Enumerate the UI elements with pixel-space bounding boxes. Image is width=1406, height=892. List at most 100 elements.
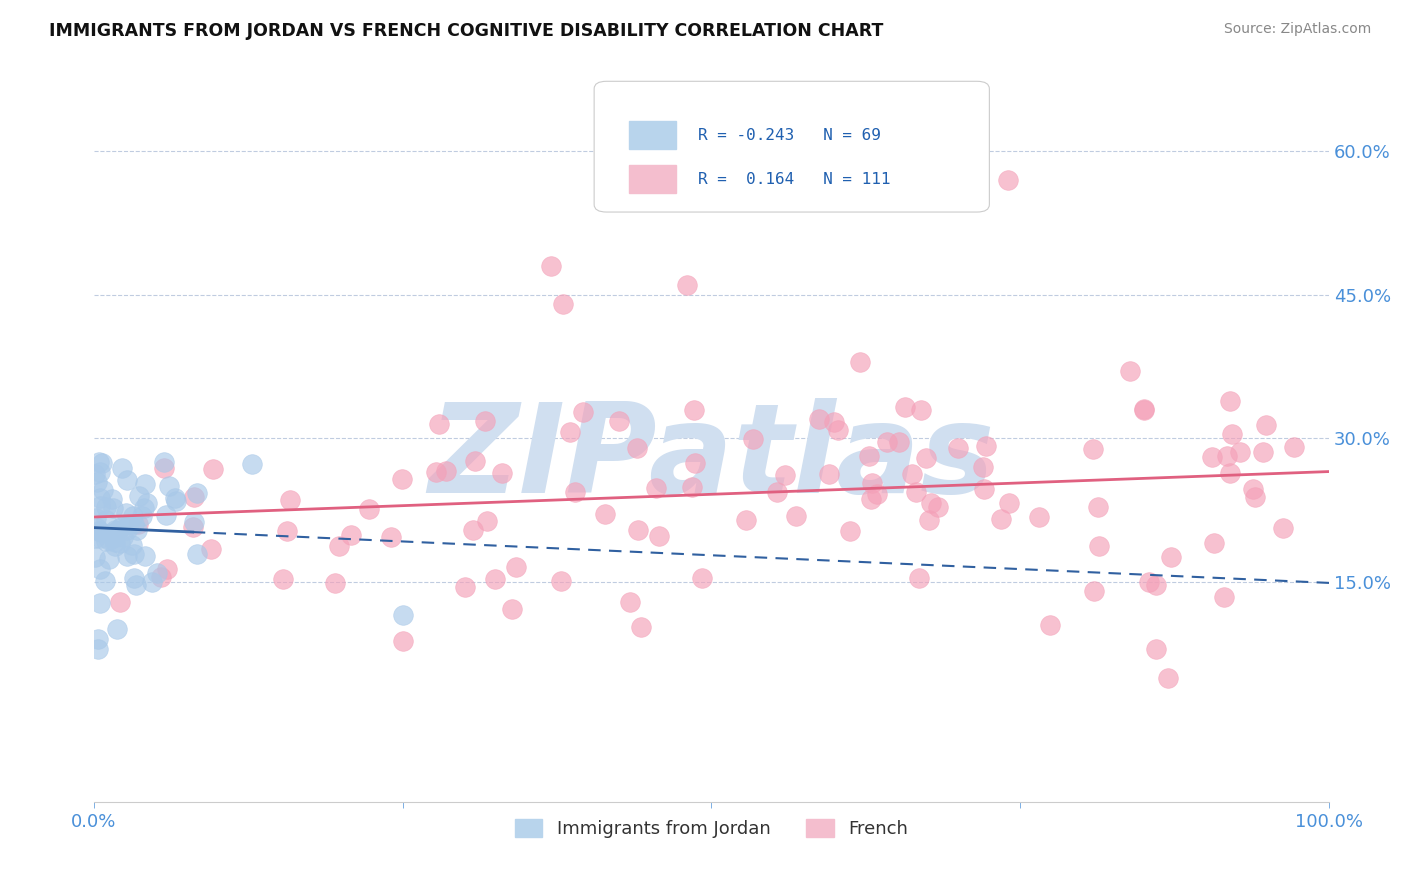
Text: Source: ZipAtlas.com: Source: ZipAtlas.com <box>1223 22 1371 37</box>
French <box>818 467 841 482</box>
French <box>927 500 949 515</box>
French <box>491 467 513 481</box>
French <box>427 417 450 431</box>
French <box>278 493 301 508</box>
French <box>848 354 870 368</box>
French <box>1243 490 1265 504</box>
Immigrants from Jordan <box>157 479 180 493</box>
French <box>997 172 1019 186</box>
French <box>972 459 994 474</box>
French <box>889 434 911 449</box>
French <box>1213 591 1236 605</box>
Immigrants from Jordan <box>103 526 125 541</box>
Immigrants from Jordan <box>111 460 134 475</box>
Immigrants from Jordan <box>104 539 127 553</box>
French <box>973 483 995 497</box>
French <box>1137 574 1160 589</box>
French <box>626 441 648 455</box>
FancyBboxPatch shape <box>628 165 676 194</box>
French <box>619 595 641 609</box>
French <box>998 496 1021 510</box>
French <box>860 492 883 507</box>
French <box>558 425 581 439</box>
French <box>1087 500 1109 514</box>
French <box>823 415 845 429</box>
French <box>838 524 860 539</box>
French <box>501 601 523 615</box>
French <box>1229 445 1251 459</box>
French <box>454 580 477 594</box>
Immigrants from Jordan <box>115 473 138 487</box>
French <box>183 491 205 505</box>
French <box>1271 521 1294 535</box>
French <box>1039 618 1062 632</box>
French <box>683 456 706 470</box>
French <box>1219 467 1241 481</box>
Immigrants from Jordan <box>90 456 112 470</box>
Immigrants from Jordan <box>87 524 110 538</box>
Immigrants from Jordan <box>183 515 205 529</box>
French <box>1282 440 1305 454</box>
Immigrants from Jordan <box>94 534 117 549</box>
French <box>1133 402 1156 417</box>
Immigrants from Jordan <box>108 521 131 535</box>
Immigrants from Jordan <box>134 477 156 491</box>
Immigrants from Jordan <box>118 516 141 531</box>
Immigrants from Jordan <box>146 566 169 580</box>
Immigrants from Jordan <box>84 550 107 565</box>
French <box>328 539 350 553</box>
Immigrants from Jordan <box>103 531 125 545</box>
French <box>773 467 796 482</box>
Immigrants from Jordan <box>125 523 148 537</box>
Immigrants from Jordan <box>152 455 174 469</box>
Immigrants from Jordan <box>104 523 127 537</box>
French <box>1220 426 1243 441</box>
Immigrants from Jordan <box>90 524 112 539</box>
French <box>1216 450 1239 464</box>
Immigrants from Jordan <box>97 552 120 566</box>
Immigrants from Jordan <box>131 509 153 524</box>
French <box>765 485 787 500</box>
French <box>918 513 941 527</box>
French <box>392 633 415 648</box>
Immigrants from Jordan <box>86 521 108 535</box>
French <box>683 403 706 417</box>
French <box>572 405 595 419</box>
French <box>948 441 970 455</box>
Immigrants from Jordan <box>135 495 157 509</box>
French <box>474 414 496 428</box>
French <box>860 476 883 491</box>
Immigrants from Jordan <box>128 489 150 503</box>
FancyBboxPatch shape <box>628 121 676 149</box>
Immigrants from Jordan <box>114 506 136 520</box>
Immigrants from Jordan <box>122 547 145 561</box>
Immigrants from Jordan <box>391 608 413 623</box>
French <box>271 572 294 586</box>
Immigrants from Jordan <box>94 574 117 589</box>
Immigrants from Jordan <box>125 577 148 591</box>
French <box>866 487 889 501</box>
French <box>276 524 298 539</box>
French <box>905 485 928 500</box>
French <box>1201 450 1223 464</box>
French <box>1241 482 1264 496</box>
French <box>380 530 402 544</box>
French <box>644 481 666 495</box>
Immigrants from Jordan <box>186 486 208 500</box>
Immigrants from Jordan <box>134 549 156 563</box>
French <box>181 519 204 533</box>
French <box>858 449 880 463</box>
French <box>1088 539 1111 553</box>
Immigrants from Jordan <box>89 499 111 513</box>
Immigrants from Jordan <box>101 500 124 515</box>
Immigrants from Jordan <box>84 467 107 481</box>
French <box>593 507 616 521</box>
French <box>1118 364 1140 378</box>
Text: IMMIGRANTS FROM JORDAN VS FRENCH COGNITIVE DISABILITY CORRELATION CHART: IMMIGRANTS FROM JORDAN VS FRENCH COGNITI… <box>49 22 883 40</box>
Text: R =  0.164   N = 111: R = 0.164 N = 111 <box>697 171 890 186</box>
Immigrants from Jordan <box>87 455 110 469</box>
Immigrants from Jordan <box>141 575 163 590</box>
French <box>1160 550 1182 565</box>
Text: R = -0.243   N = 69: R = -0.243 N = 69 <box>697 128 880 143</box>
Immigrants from Jordan <box>91 483 114 498</box>
